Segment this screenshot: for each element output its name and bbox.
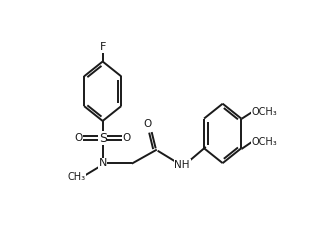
Text: NH: NH bbox=[174, 160, 190, 170]
Text: O: O bbox=[75, 133, 83, 143]
Text: CH₃: CH₃ bbox=[68, 172, 86, 182]
Text: OCH₃: OCH₃ bbox=[252, 107, 278, 117]
Text: OCH₃: OCH₃ bbox=[252, 137, 278, 147]
Text: O: O bbox=[143, 119, 152, 129]
Text: F: F bbox=[99, 42, 106, 52]
Text: N: N bbox=[98, 158, 107, 168]
Text: O: O bbox=[123, 133, 131, 143]
Text: S: S bbox=[99, 132, 107, 145]
